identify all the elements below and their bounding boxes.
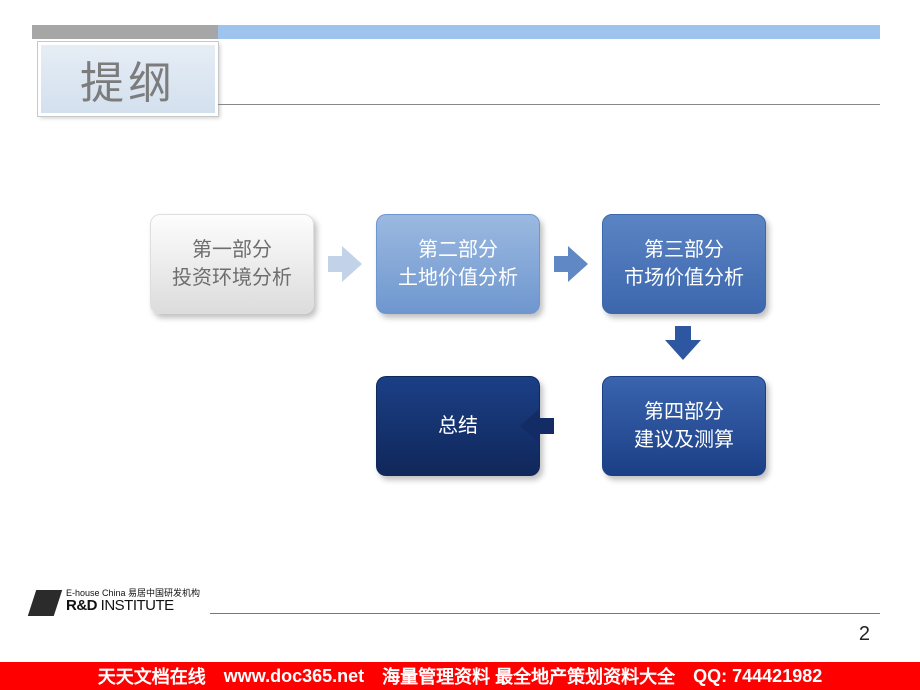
header-divider — [218, 104, 880, 105]
flow-node-n1: 第一部分投资环境分析 — [150, 214, 314, 314]
header-bar-grey — [32, 25, 218, 39]
slide: 提纲 第一部分投资环境分析第二部分土地价值分析第三部分市场价值分析第四部分建议及… — [0, 0, 920, 690]
footer-banner: 天天文档在线 www.doc365.net 海量管理资料 最全地产策划资料大全 … — [0, 662, 920, 690]
banner-part-3: 海量管理资料 最全地产策划资料大全 — [382, 663, 675, 689]
header-bar-blue — [218, 25, 880, 39]
flow-node-n5: 总结 — [376, 376, 540, 476]
flow-node-n3: 第三部分市场价值分析 — [602, 214, 766, 314]
logo: E-house China 易居中国研发机构 R&D INSTITUTE — [32, 586, 202, 618]
logo-main-text: R&D INSTITUTE — [66, 597, 174, 614]
flow-node-n2: 第二部分土地价值分析 — [376, 214, 540, 314]
flow-node-n4: 第四部分建议及测算 — [602, 376, 766, 476]
banner-part-4: QQ: 744421982 — [693, 666, 822, 687]
title-box: 提纲 — [38, 42, 218, 116]
logo-mark — [28, 590, 62, 616]
footer-divider — [210, 613, 880, 614]
page-title: 提纲 — [80, 47, 176, 111]
banner-part-2: www.doc365.net — [224, 666, 364, 687]
banner-part-1: 天天文档在线 — [98, 663, 206, 689]
page-number: 2 — [859, 623, 870, 646]
